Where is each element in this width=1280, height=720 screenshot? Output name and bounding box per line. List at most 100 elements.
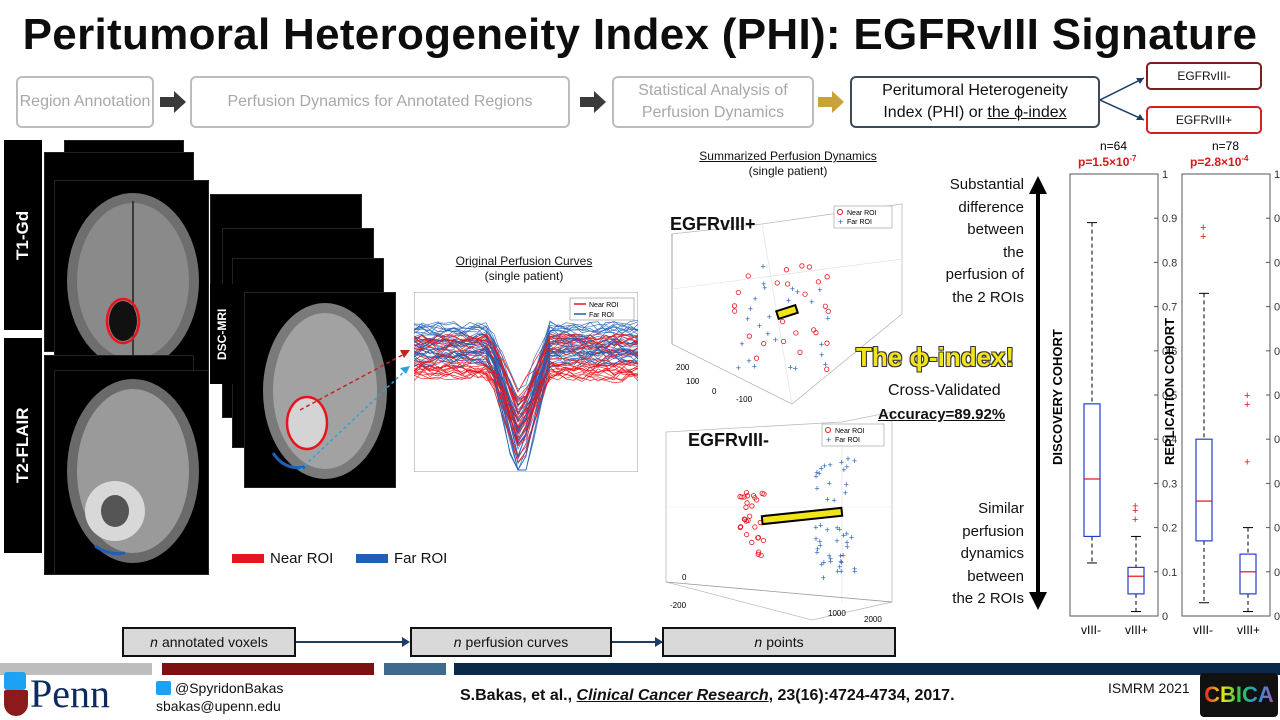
- y-tick-label: 0.9: [1162, 213, 1177, 225]
- curves-legend-near: Near ROI: [589, 302, 619, 309]
- near-roi-curve: [414, 364, 638, 427]
- email-link[interactable]: sbakas@upenn.edu: [156, 698, 281, 714]
- near-roi-curve: [414, 333, 638, 398]
- far-roi-point: +: [757, 321, 762, 331]
- y-tick-label: 0.7: [1162, 302, 1177, 314]
- near-roi-point: [824, 366, 830, 372]
- scatter-egfrviii-negative: +++++ +++++++++++++++++++++++++++++++++++…: [665, 412, 893, 622]
- range-double-arrow: [1029, 176, 1047, 610]
- far-roi-point: +: [839, 566, 844, 576]
- t1-label: T1-Gd: [13, 210, 32, 260]
- box-plot-frame: [1069, 173, 1159, 617]
- near-roi-point: [752, 524, 758, 530]
- near-roi-curve: [414, 354, 638, 443]
- scatter-neg-tick-2: -200: [670, 601, 687, 610]
- far-roi-point: +: [795, 287, 800, 297]
- far-roi-point: +: [817, 285, 822, 295]
- far-roi-curve: [414, 349, 638, 422]
- near-roi-point: [806, 264, 813, 270]
- far-roi-point: +: [813, 471, 818, 481]
- flow-step-region-annotation: Region Annotation: [16, 76, 154, 128]
- curves-caption: Original Perfusion Curves (single patien…: [414, 254, 634, 284]
- y-tick-label: 1: [1162, 169, 1168, 181]
- far-roi-point: +: [736, 363, 741, 373]
- y-tick-label: 0.4: [1162, 434, 1177, 446]
- near-roi-point: [755, 551, 761, 557]
- far-roi-point: +: [828, 556, 833, 566]
- pipeline-perfusion-curves: n perfusion curves: [410, 627, 612, 657]
- far-roi-point: +: [760, 262, 765, 272]
- scatter-pos-legend-far: Far ROI: [847, 219, 872, 226]
- pipeline-points: n points: [662, 627, 896, 657]
- box-plot-n: n=78: [1212, 139, 1239, 153]
- conference-label: ISMRM 2021: [1108, 680, 1190, 696]
- far-roi-point: +: [841, 465, 846, 475]
- t2-label-box: T2-FLAIR: [4, 338, 42, 553]
- near-roi-point: [731, 303, 738, 309]
- near-roi-point: [824, 340, 830, 346]
- box-outlier: +: [1244, 456, 1250, 468]
- box-plot-p-value: p=1.5×10-7: [1078, 154, 1137, 169]
- near-roi-point: [799, 263, 805, 269]
- box-outlier: +: [1132, 514, 1138, 526]
- y-tick-label: 0.5: [1162, 390, 1177, 402]
- scatter-neg-tick-4: 2000: [864, 615, 882, 622]
- y-tick-label: 0.3: [1162, 478, 1177, 490]
- pipeline-arrow-2: [612, 641, 662, 643]
- y-tick-label: 0.9: [1274, 213, 1280, 225]
- far-roi-point: +: [840, 551, 845, 561]
- substantial-difference-text: Substantial difference between the perfu…: [945, 176, 1024, 306]
- near-roi-point: [749, 503, 755, 509]
- near-roi-point: [743, 490, 750, 496]
- near-roi-curve: [414, 367, 638, 463]
- t1-image: [54, 180, 209, 380]
- flow-step-statistical-analysis: Statistical Analysis of Perfusion Dynami…: [612, 76, 814, 128]
- near-roi-point: [822, 303, 828, 309]
- near-roi-point: [761, 491, 767, 497]
- far-roi-point: +: [819, 559, 824, 569]
- near-roi-point: [802, 291, 808, 297]
- near-roi-curve: [414, 359, 638, 429]
- citation: S.Bakas, et al., Clinical Cancer Researc…: [460, 687, 955, 704]
- category-label: vIII-: [1193, 623, 1213, 637]
- t2-image: [54, 370, 209, 575]
- near-roi-point: [741, 516, 747, 522]
- far-roi-curve: [414, 319, 638, 402]
- y-tick-label: 0.7: [1274, 302, 1280, 314]
- y-tick-label: 0.1: [1274, 567, 1280, 579]
- near-roi-point: [761, 341, 767, 347]
- far-roi-point: +: [818, 520, 823, 530]
- far-roi-point: +: [813, 522, 818, 532]
- y-tick-label: 0.8: [1162, 257, 1177, 269]
- scatter-egfrviii-positive: + +++++ ++++++++ +++++++++++ EGFRvIII+ + Ne…: [670, 203, 903, 405]
- far-roi-point: +: [813, 534, 818, 544]
- far-roi-point: +: [761, 279, 766, 289]
- y-tick-label: 0.4: [1274, 434, 1280, 446]
- near-roi-curve: [414, 369, 638, 457]
- cohort-axis-label: DISCOVERY COHORT: [1050, 329, 1065, 465]
- near-roi-curve: [414, 338, 638, 442]
- far-roi-point: +: [821, 573, 826, 583]
- far-roi-point: +: [814, 483, 819, 493]
- far-roi-point: +: [845, 542, 850, 552]
- far-roi-point: +: [827, 551, 832, 561]
- far-roi-point: +: [834, 536, 839, 546]
- far-roi-label: Far ROI: [394, 550, 448, 567]
- far-roi-point: +: [809, 297, 814, 307]
- twitter-handle[interactable]: @SpyridonBakas: [156, 680, 283, 696]
- flow-step-phi-line1: Peritumoral Heterogeneity: [882, 82, 1068, 100]
- phi-index-callout: The ϕ-index!: [856, 342, 1015, 372]
- y-tick-label: 0.6: [1274, 346, 1280, 358]
- far-roi-point: +: [835, 566, 840, 576]
- near-roi-point: [760, 537, 767, 544]
- scatter-caption: Summarized Perfusion Dynamics (single pa…: [670, 149, 906, 179]
- penn-shield-icon: [4, 690, 28, 716]
- y-tick-label: 1: [1274, 169, 1280, 181]
- far-roi-point: +: [832, 496, 837, 506]
- far-roi-point: +: [773, 335, 778, 345]
- far-roi-point: +: [821, 558, 826, 568]
- scatter-pos-tick-4: -100: [736, 395, 753, 404]
- pipeline-annotated-voxels: n annotated voxels: [122, 627, 296, 657]
- curves-title: Original Perfusion Curves: [455, 254, 593, 268]
- box-plot-n: n=64: [1100, 139, 1127, 153]
